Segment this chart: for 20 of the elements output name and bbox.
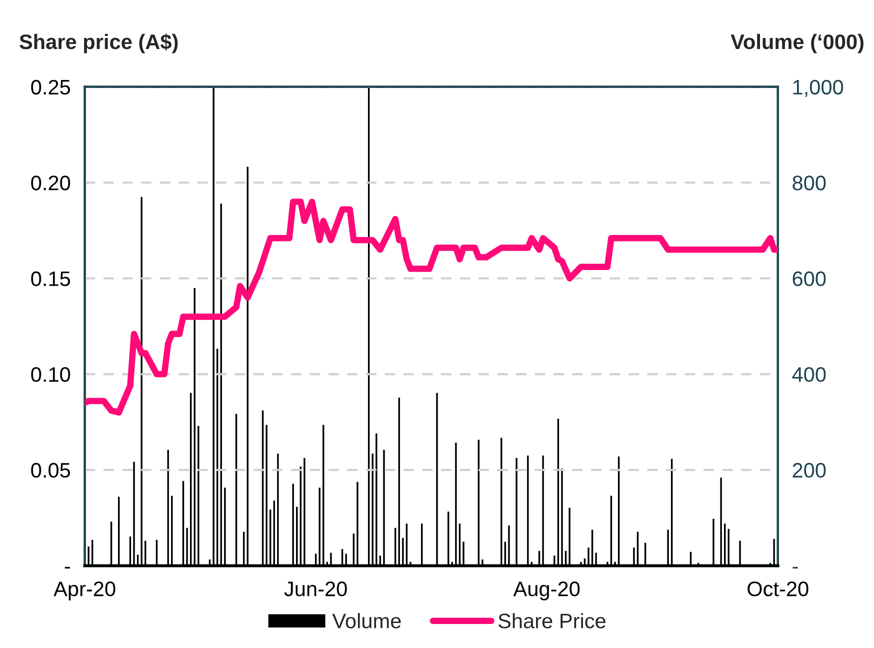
y2-axis-title: Volume (‘000) [730, 34, 864, 54]
x-tick-label: Apr-20 [54, 582, 116, 600]
y-tick-label: 0.05 [31, 462, 70, 478]
y2-tick-label: 800 [792, 176, 826, 190]
y-tick-label: 0.25 [31, 80, 70, 95]
y2-tick-label: 600 [792, 271, 826, 286]
y-tick-label: 0.20 [31, 176, 70, 190]
legend-label: Share Price [498, 613, 606, 628]
y-tick-label: - [64, 566, 70, 569]
y2-tick-label: 400 [792, 367, 826, 382]
y2-tick-label: 1,000 [793, 80, 844, 98]
x-tick-label: Aug-20 [513, 582, 580, 600]
x-tick-label: Jun-20 [284, 582, 347, 596]
y-axis-title: Share price (A$) [20, 34, 178, 54]
y2-tick-label: 200 [792, 462, 826, 478]
x-tick-label: Oct-20 [748, 582, 808, 596]
legend-label: Volume [332, 613, 401, 628]
y-tick-label: 0.10 [31, 367, 70, 382]
y2-tick-label: - [792, 566, 798, 569]
y-tick-label: 0.15 [31, 271, 70, 286]
